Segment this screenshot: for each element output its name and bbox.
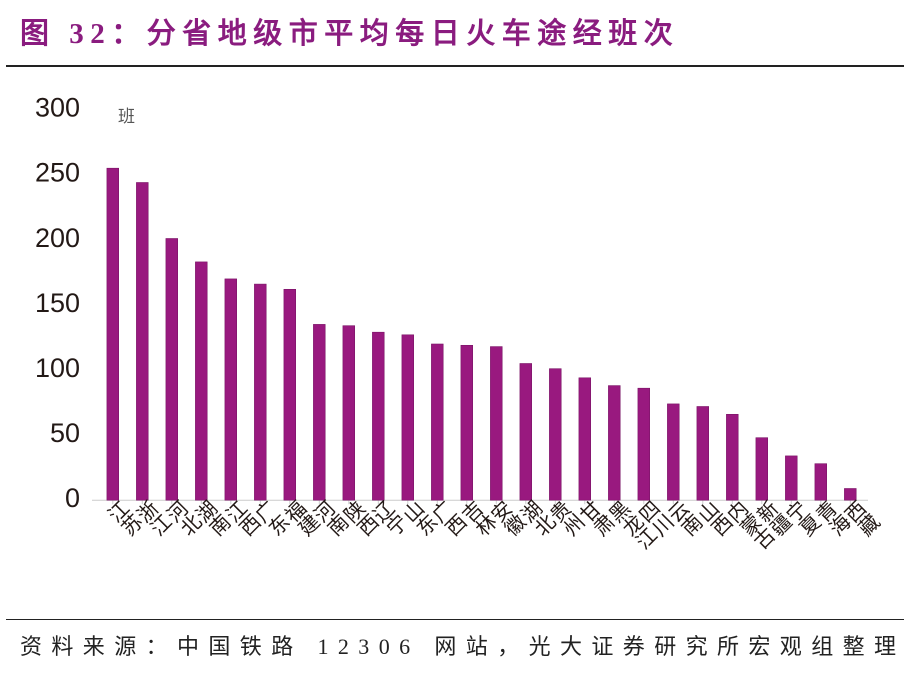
svg-text:250: 250: [35, 158, 80, 188]
svg-text:100: 100: [35, 353, 80, 383]
svg-text:300: 300: [35, 93, 80, 123]
svg-text:50: 50: [50, 418, 80, 448]
svg-text:0: 0: [65, 483, 80, 513]
svg-text:150: 150: [35, 288, 80, 318]
svg-text:200: 200: [35, 223, 80, 253]
